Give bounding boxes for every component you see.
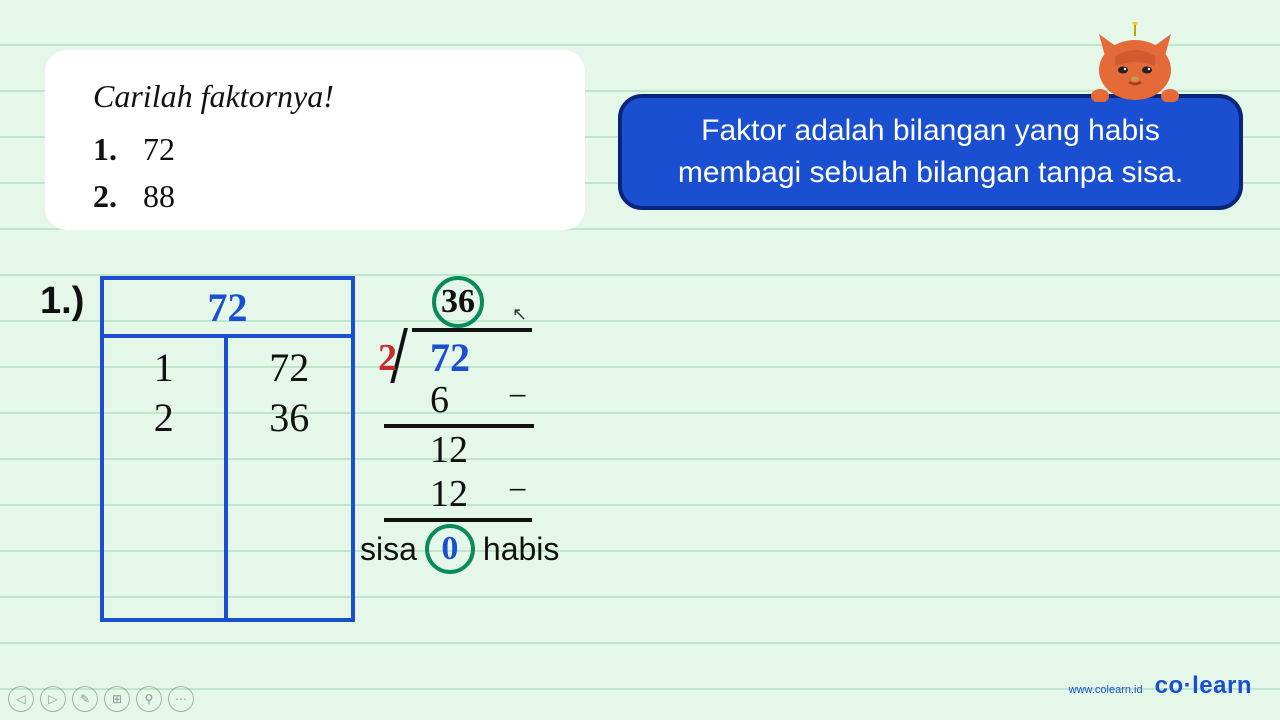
question-number: 1. <box>93 131 117 168</box>
minus-sign: − <box>508 472 527 510</box>
factor-cell: 72 <box>269 342 309 392</box>
grid-button[interactable]: ⊞ <box>104 686 130 712</box>
factor-table-left-col: 1 2 <box>104 338 228 618</box>
question-card: Carilah faktornya! 1. 72 2. 88 <box>45 50 585 230</box>
cat-mascot-icon <box>1085 22 1185 102</box>
pen-button[interactable]: ✎ <box>72 686 98 712</box>
dividend: 72 <box>430 334 470 381</box>
factor-table-header: 72 <box>104 280 351 338</box>
question-item-2: 2. 88 <box>93 178 537 215</box>
habis-label: habis <box>483 531 560 568</box>
division-step: 12 <box>430 428 468 472</box>
remainder-value: 0 <box>441 530 458 568</box>
remainder-circle: 0 <box>425 524 475 574</box>
definition-text: Faktor adalah bilangan yang habis membag… <box>648 110 1213 194</box>
prev-button[interactable]: ◁ <box>8 686 34 712</box>
factor-cell: 36 <box>269 392 309 442</box>
minus-sign: − <box>508 378 527 416</box>
zoom-button[interactable]: ⚲ <box>136 686 162 712</box>
playback-controls: ◁ ▷ ✎ ⊞ ⚲ ⋯ <box>8 686 194 712</box>
question-value: 72 <box>143 131 175 168</box>
divisor: 2 <box>378 336 397 380</box>
footer-url: www.colearn.id <box>1069 684 1143 696</box>
quotient-value: 36 <box>441 283 475 321</box>
cursor-icon: ↖ <box>512 304 527 325</box>
question-item-1: 1. 72 <box>93 131 537 168</box>
definition-box: Faktor adalah bilangan yang habis membag… <box>618 94 1243 210</box>
sisa-label: sisa <box>360 531 417 568</box>
remainder-row: sisa 0 habis <box>360 524 559 574</box>
more-button[interactable]: ⋯ <box>168 686 194 712</box>
division-top-line <box>412 328 532 332</box>
factor-table-body: 1 2 72 36 <box>104 338 351 618</box>
footer-logo: co·learn <box>1155 672 1252 700</box>
problem-label: 1.) <box>40 280 84 323</box>
factor-table: 72 1 2 72 36 <box>100 276 355 622</box>
question-number: 2. <box>93 178 117 215</box>
division-step: 6 <box>430 378 449 422</box>
division-line <box>384 518 532 522</box>
factor-table-right-col: 72 36 <box>228 338 352 618</box>
footer-brand: www.colearn.id co·learn <box>1069 672 1252 700</box>
quotient-wrap: 36 <box>432 276 484 328</box>
division-step: 12 <box>430 472 468 516</box>
play-button[interactable]: ▷ <box>40 686 66 712</box>
factor-cell: 1 <box>154 342 174 392</box>
factor-cell: 2 <box>154 392 174 442</box>
quotient-circle: 36 <box>432 276 484 328</box>
question-value: 88 <box>143 178 175 215</box>
question-title: Carilah faktornya! <box>93 78 537 115</box>
